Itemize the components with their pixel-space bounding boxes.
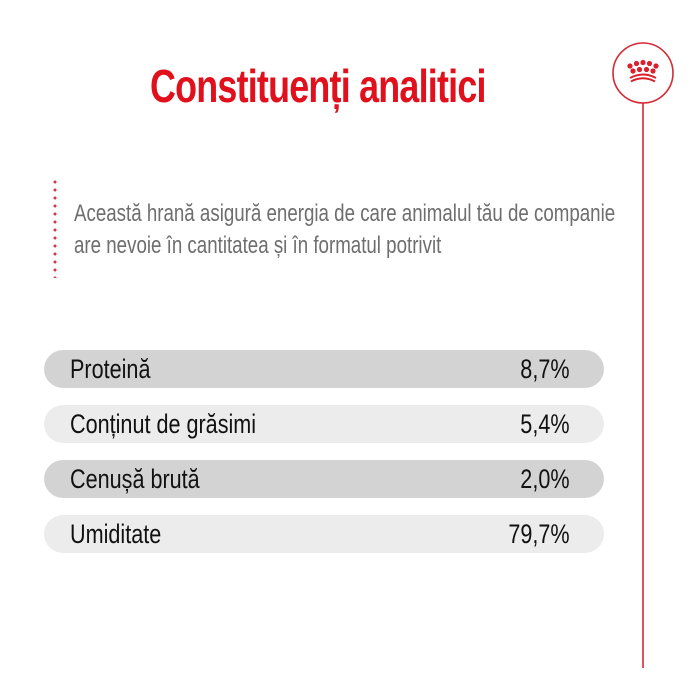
row-value: 79,7% bbox=[508, 518, 570, 549]
row-label: Conținut de grăsimi bbox=[70, 408, 257, 439]
row-label: Cenușă brută bbox=[70, 463, 200, 494]
page-title: Constituenți analitici bbox=[150, 60, 486, 112]
table-row: Cenușă brută 2,0% bbox=[44, 460, 604, 498]
row-value: 8,7% bbox=[520, 353, 570, 384]
intro-text: Această hrană asigură energia de care an… bbox=[74, 200, 616, 259]
row-value: 5,4% bbox=[520, 408, 570, 439]
row-label: Umiditate bbox=[70, 518, 162, 549]
dotted-divider bbox=[53, 178, 57, 278]
crown-icon bbox=[612, 42, 674, 668]
constituents-table: Proteină 8,7% Conținut de grăsimi 5,4% C… bbox=[44, 350, 604, 570]
table-row: Umiditate 79,7% bbox=[44, 515, 604, 553]
row-value: 2,0% bbox=[520, 463, 570, 494]
table-row: Proteină 8,7% bbox=[44, 350, 604, 388]
row-label: Proteină bbox=[70, 353, 151, 384]
table-row: Conținut de grăsimi 5,4% bbox=[44, 405, 604, 443]
